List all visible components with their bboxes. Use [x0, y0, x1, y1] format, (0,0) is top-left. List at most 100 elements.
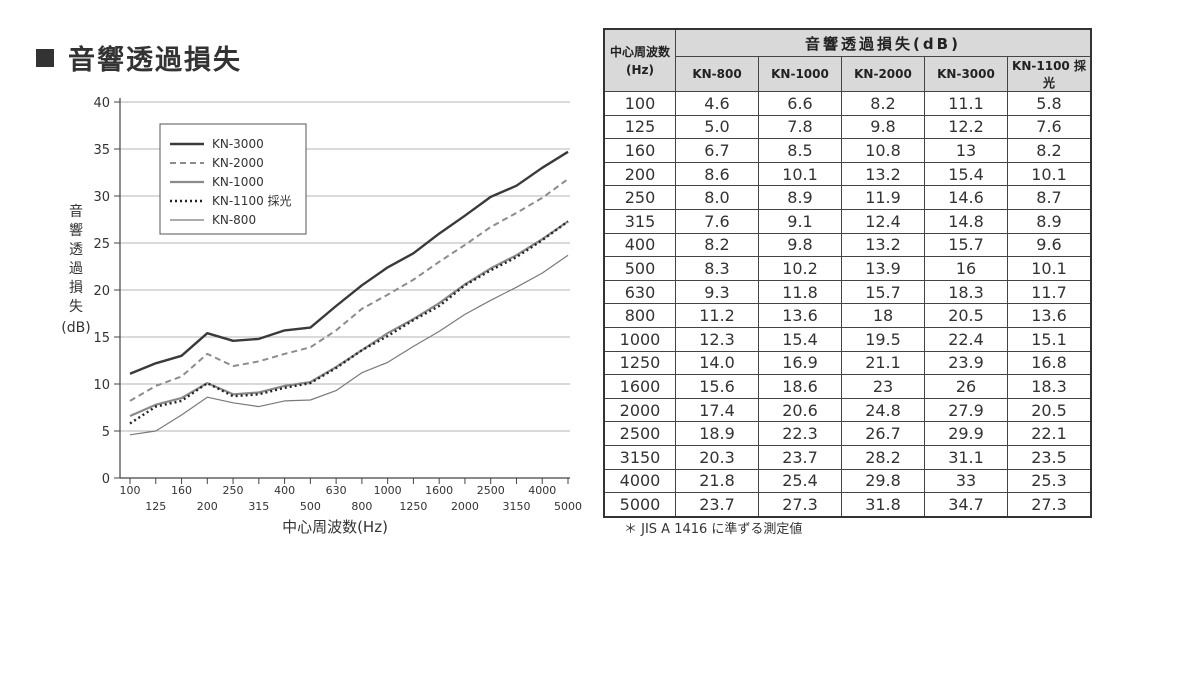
value-cell: 18.3 [924, 279, 1008, 305]
x-tick-label: 1600 [425, 484, 453, 497]
value-cell: 27.3 [1007, 492, 1092, 518]
value-cell: 15.6 [675, 374, 759, 399]
value-cell: 20.5 [924, 303, 1008, 328]
value-cell: 13 [924, 138, 1008, 163]
value-cell: 24.8 [841, 397, 925, 423]
sound-loss-table: 中心周波数 (Hz) 音響透過損失(dB) KN-800 KN-1000 KN-20… [603, 28, 1092, 518]
heading-square-icon [36, 48, 54, 67]
value-cell: 34.7 [924, 492, 1008, 518]
table-row: 630 9.3 11.8 15.7 18.3 11.7 [603, 279, 1092, 305]
value-cell: 23.7 [758, 444, 842, 470]
value-cell: 8.3 [675, 256, 759, 281]
y-tick-label: 25 [93, 237, 110, 252]
table-row: 2000 17.4 20.6 24.8 27.9 20.5 [603, 397, 1092, 423]
table-row: 500 8.3 10.2 13.9 16 10.1 [603, 256, 1092, 281]
freq-cell: 800 [603, 303, 676, 328]
value-cell: 15.7 [841, 279, 925, 305]
x-axis-title: 中心周波数(Hz) [282, 518, 388, 536]
value-cell: 14.0 [675, 350, 759, 376]
value-cell: 10.1 [758, 161, 842, 187]
y-axis-title-char: 響 [69, 222, 83, 239]
y-tick-label: 30 [93, 190, 110, 205]
model-column-header: KN-2000 [841, 56, 925, 92]
series-line [129, 220, 569, 418]
freq-cell: 5000 [603, 492, 676, 518]
freq-cell: 3150 [603, 444, 676, 470]
freq-cell: 500 [603, 256, 676, 281]
legend-label: KN-800 [212, 213, 256, 227]
value-cell: 10.1 [1007, 161, 1092, 187]
freq-cell: 2500 [603, 421, 676, 446]
x-tick-label: 125 [145, 500, 166, 513]
y-tick-label: 10 [93, 378, 110, 393]
x-tick-label: 500 [300, 500, 321, 513]
value-cell: 21.8 [675, 468, 759, 494]
series-line [129, 178, 569, 402]
model-column-header: KN-800 [675, 56, 759, 92]
freq-header-line2: (Hz) [626, 62, 654, 77]
value-cell: 19.5 [841, 326, 925, 352]
legend-box [159, 123, 307, 235]
page-heading: 音響透過損失 [36, 38, 242, 77]
value-cell: 22.3 [758, 421, 842, 446]
value-cell: 26 [924, 374, 1008, 399]
measurement-note: ＊ JIS A 1416 に準ずる測定値 [624, 522, 803, 537]
value-cell: 31.8 [841, 492, 925, 518]
y-tick-label: 15 [93, 331, 110, 346]
series-line [129, 220, 569, 425]
table-row: 800 11.2 13.6 18 20.5 13.6 [603, 303, 1092, 328]
x-tick-label: 4000 [528, 484, 556, 497]
series-line [129, 254, 569, 436]
value-cell: 13.6 [758, 303, 842, 328]
value-cell: 23 [841, 374, 925, 399]
table-row: 250 8.0 8.9 11.9 14.6 8.7 [603, 185, 1092, 210]
freq-cell: 400 [603, 232, 676, 258]
value-cell: 8.0 [675, 185, 759, 210]
value-cell: 11.1 [924, 91, 1008, 116]
x-tick-label: 5000 [554, 500, 582, 513]
value-cell: 18.9 [675, 421, 759, 446]
value-cell: 8.2 [1007, 138, 1092, 163]
table-row: 1250 14.0 16.9 21.1 23.9 16.8 [603, 350, 1092, 376]
table-row: 200 8.6 10.1 13.2 15.4 10.1 [603, 161, 1092, 187]
table-row: 4000 21.8 25.4 29.8 33 25.3 [603, 468, 1092, 494]
value-cell: 11.8 [758, 279, 842, 305]
value-cell: 4.6 [675, 91, 759, 116]
x-tick-label: 400 [274, 484, 295, 497]
value-cell: 14.8 [924, 208, 1008, 234]
value-cell: 8.2 [675, 232, 759, 258]
value-cell: 25.3 [1007, 468, 1092, 494]
y-axis-title-char: 過 [69, 261, 83, 277]
x-tick-label: 800 [351, 500, 372, 513]
x-tick-label: 3150 [502, 500, 530, 513]
value-cell: 16 [924, 256, 1008, 281]
legend-label: KN-1000 [212, 175, 264, 189]
freq-header-line1: 中心周波数 [609, 44, 670, 59]
value-cell: 11.2 [675, 303, 759, 328]
x-tick-label: 100 [120, 484, 141, 497]
x-tick-label: 160 [171, 484, 192, 497]
value-cell: 8.6 [675, 161, 759, 187]
value-cell: 8.7 [1007, 185, 1092, 210]
table-row: 1000 12.3 15.4 19.5 22.4 15.1 [603, 326, 1092, 352]
value-cell: 9.1 [758, 208, 842, 234]
y-tick-label: 5 [102, 425, 110, 440]
value-cell: 15.4 [924, 161, 1008, 187]
legend-label: KN-2000 [212, 156, 264, 170]
y-axis-title-char: 音 [69, 203, 83, 220]
y-tick-label: 35 [93, 143, 110, 158]
x-tick-label: 1250 [399, 500, 427, 513]
value-cell: 8.9 [1007, 208, 1092, 234]
value-cell: 10.2 [758, 256, 842, 281]
value-cell: 8.2 [841, 91, 925, 116]
freq-cell: 1600 [603, 374, 676, 399]
value-cell: 29.8 [841, 468, 925, 494]
value-cell: 20.3 [675, 444, 759, 470]
value-cell: 9.3 [675, 279, 759, 305]
freq-cell: 160 [603, 138, 676, 163]
x-tick-label: 200 [197, 500, 218, 513]
value-cell: 13.2 [841, 232, 925, 258]
value-cell: 18 [841, 303, 925, 328]
y-axis-title-char: 損 [69, 280, 83, 296]
value-cell: 6.6 [758, 91, 842, 116]
